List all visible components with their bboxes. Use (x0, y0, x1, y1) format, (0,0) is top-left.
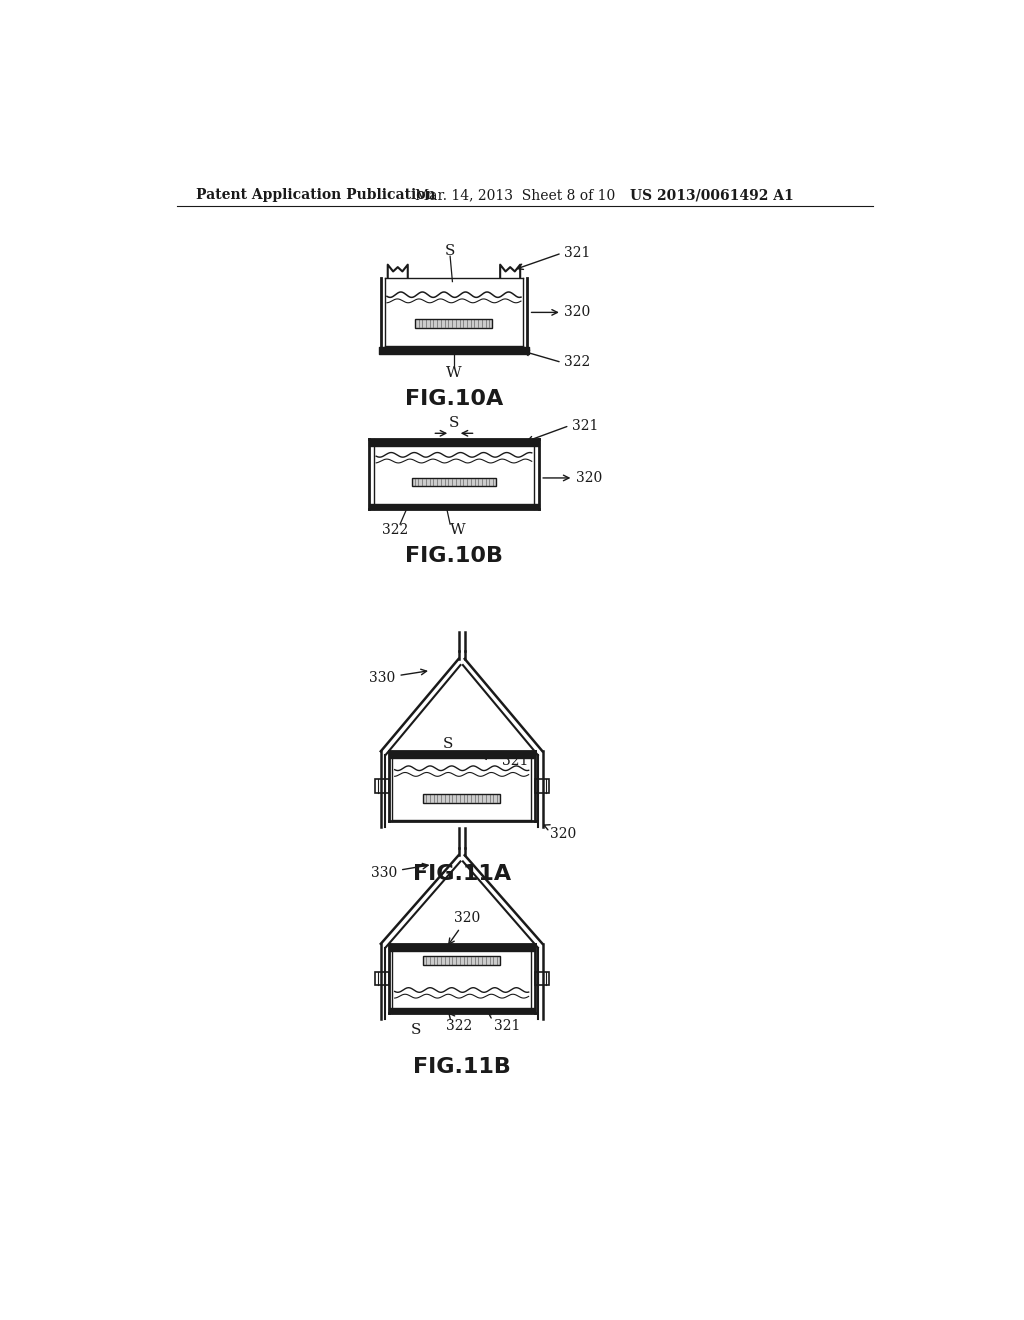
Text: Patent Application Publication: Patent Application Publication (196, 189, 435, 202)
Text: 320: 320 (575, 471, 602, 484)
Text: Mar. 14, 2013  Sheet 8 of 10: Mar. 14, 2013 Sheet 8 of 10 (416, 189, 615, 202)
Text: S: S (411, 1023, 421, 1038)
Bar (375, 779, 388, 793)
Text: W: W (446, 366, 462, 380)
Bar (535, 972, 549, 985)
Text: 322: 322 (446, 1014, 472, 1034)
Text: S: S (449, 416, 459, 429)
Bar (375, 972, 388, 985)
Text: S: S (442, 737, 453, 751)
Text: FIG.10A: FIG.10A (404, 389, 503, 409)
Text: 322: 322 (382, 523, 409, 536)
Text: 320: 320 (564, 305, 590, 319)
Text: FIG.11B: FIG.11B (413, 1057, 511, 1077)
Text: 322: 322 (564, 355, 590, 370)
Bar (535, 779, 549, 793)
Text: 330: 330 (370, 669, 427, 685)
Text: 320: 320 (449, 911, 480, 944)
Bar (423, 793, 500, 803)
Text: S: S (444, 244, 456, 257)
Text: 330: 330 (371, 863, 428, 880)
Text: 321: 321 (488, 1012, 520, 1034)
Text: 320: 320 (544, 825, 577, 841)
Bar (416, 318, 493, 327)
Text: 321: 321 (571, 418, 598, 433)
Bar (412, 478, 497, 487)
Text: W: W (450, 523, 466, 536)
Text: 321: 321 (564, 246, 591, 260)
Text: FIG.10B: FIG.10B (404, 546, 503, 566)
Text: FIG.11A: FIG.11A (413, 865, 511, 884)
Text: US 2013/0061492 A1: US 2013/0061492 A1 (630, 189, 794, 202)
Text: 321: 321 (481, 754, 528, 768)
Bar (423, 956, 500, 965)
